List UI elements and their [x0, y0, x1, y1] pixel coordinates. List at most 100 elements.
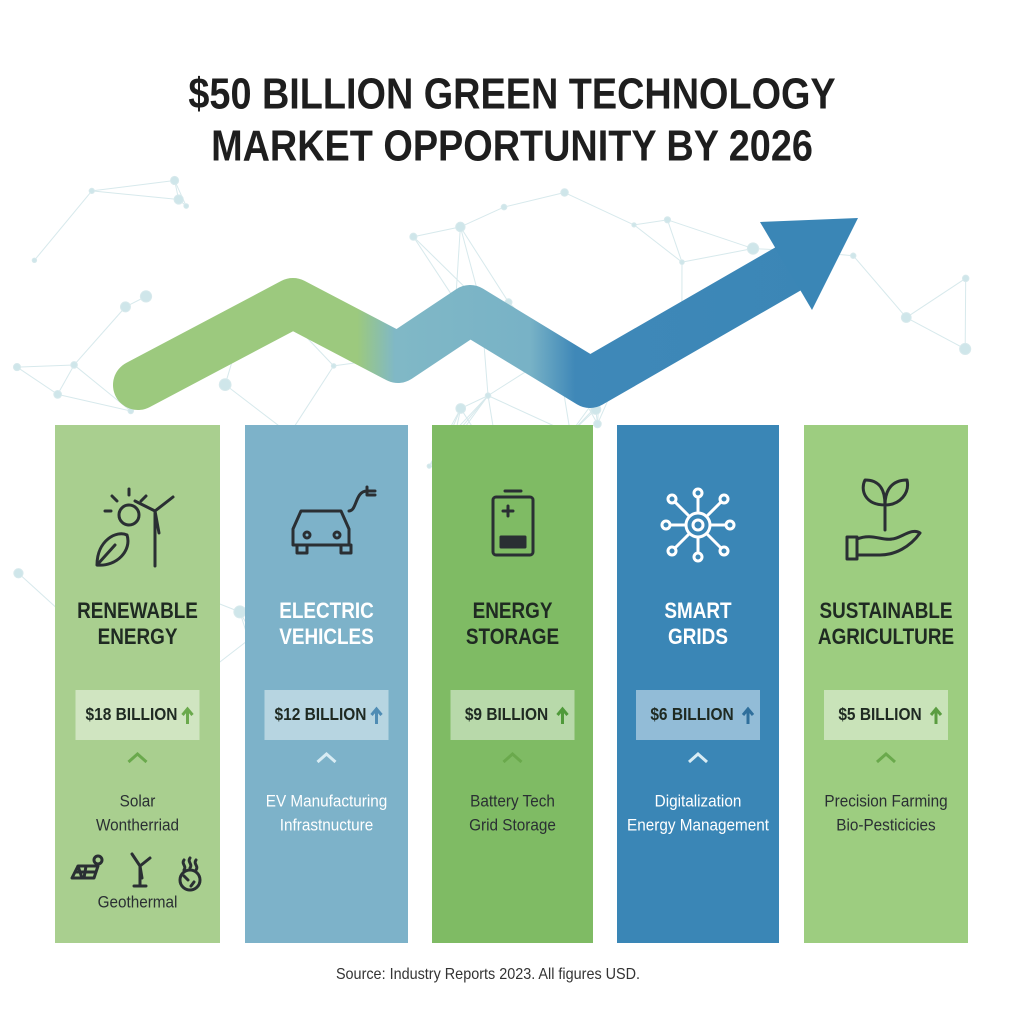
chevron	[502, 751, 523, 764]
network-node	[900, 312, 912, 323]
network-node	[173, 194, 184, 205]
network-node	[170, 175, 180, 186]
network-node	[409, 232, 418, 241]
network-link	[681, 248, 754, 263]
chevron	[688, 751, 708, 764]
network-node	[183, 203, 190, 209]
column-item: Infrastnucture	[280, 816, 373, 835]
network-link	[174, 180, 187, 207]
network-node	[746, 242, 760, 255]
icon-grid	[660, 487, 736, 563]
network-node	[593, 419, 602, 429]
network-node	[70, 361, 78, 369]
network-node	[53, 390, 62, 399]
column-item: Bio-Pesticicies	[836, 816, 935, 835]
column-title: ENERGY	[98, 625, 178, 650]
column-panel	[245, 425, 408, 943]
column-item: Geothermal	[98, 893, 178, 912]
column-title: ELECTRIC	[279, 599, 374, 624]
network-node	[330, 363, 337, 369]
up-arrow	[370, 706, 383, 724]
value-box	[264, 690, 389, 740]
network-node	[218, 378, 232, 392]
value-box	[450, 690, 575, 740]
network-link	[905, 277, 966, 318]
network-link	[564, 192, 635, 226]
chevron	[316, 751, 337, 764]
network-link	[964, 278, 967, 349]
network-link	[34, 190, 93, 261]
up-arrow	[929, 706, 943, 724]
source-note: Source: Industry Reports 2023. All figur…	[336, 966, 640, 984]
network-node	[31, 257, 38, 264]
column-item: Energy Management	[627, 816, 769, 835]
up-arrow	[181, 706, 194, 724]
network-node	[455, 221, 466, 233]
column-title: AGRICULTURE	[818, 625, 954, 650]
column-item: Grid Storage	[469, 816, 556, 835]
network-node	[88, 187, 95, 195]
column-item: EV Manufacturing	[266, 792, 387, 811]
column-title: VEHICLES	[279, 625, 374, 650]
icon-battery	[491, 489, 535, 557]
network-link	[413, 226, 461, 238]
icon-renewable	[95, 487, 175, 568]
network-node	[455, 403, 467, 414]
network-link	[91, 190, 179, 200]
network-link	[57, 364, 75, 395]
network-node	[679, 259, 685, 265]
column-title: STORAGE	[466, 625, 559, 650]
network-link	[16, 366, 58, 395]
network-node	[631, 222, 637, 228]
network-link	[16, 364, 75, 368]
column-title: ENERGY	[473, 599, 553, 624]
column-title: RENEWABLE	[77, 599, 198, 624]
column-item: Battery Tech	[470, 792, 555, 811]
column-item: Solar	[120, 792, 156, 811]
value-label: $9 BILLION	[465, 704, 548, 724]
value-label: $6 BILLION	[650, 704, 733, 724]
network-node	[13, 568, 24, 579]
trend-arrow	[113, 218, 858, 410]
network-node	[961, 274, 970, 283]
network-link	[666, 219, 683, 263]
value-box	[824, 690, 948, 740]
network-link	[667, 219, 754, 250]
value-box	[636, 690, 760, 740]
network-node	[12, 363, 22, 372]
network-link	[852, 255, 907, 318]
column-title: SMART	[664, 599, 732, 624]
value-box	[75, 690, 200, 740]
column-panel	[432, 425, 593, 943]
network-node	[663, 216, 672, 224]
network-node	[120, 301, 131, 313]
network-link	[455, 226, 461, 301]
column-item: Precision Farming	[824, 792, 947, 811]
chevron	[876, 751, 896, 764]
network-link	[91, 179, 175, 192]
network-link	[73, 306, 126, 366]
value-label: $5 BILLION	[838, 704, 921, 724]
network-link	[289, 365, 335, 435]
network-link	[633, 224, 683, 263]
column-item: Wontherriad	[96, 816, 179, 835]
network-link	[412, 236, 457, 302]
column-title: GRIDS	[668, 625, 728, 650]
network-node	[139, 290, 153, 303]
network-node	[560, 188, 569, 197]
network-node	[484, 392, 492, 399]
column-item: Digitalization	[655, 792, 742, 811]
icon-plant	[845, 478, 922, 561]
column-title: SUSTAINABLE	[819, 599, 952, 624]
network-node	[959, 342, 972, 356]
value-label: $12 BILLION	[275, 704, 367, 724]
icon-car	[291, 485, 377, 555]
up-arrow	[556, 706, 569, 724]
title-line: MARKET OPPORTUNITY BY 2026	[211, 121, 813, 170]
icon-small-set	[70, 852, 202, 892]
value-label: $18 BILLION	[86, 704, 178, 724]
network-link	[57, 393, 131, 412]
network-link	[503, 192, 565, 208]
